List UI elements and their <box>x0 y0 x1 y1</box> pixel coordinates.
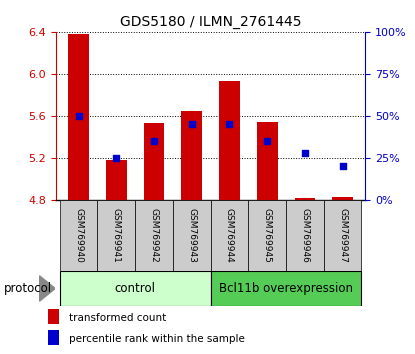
Text: transformed count: transformed count <box>68 313 166 323</box>
Text: protocol: protocol <box>4 282 52 295</box>
Text: GSM769944: GSM769944 <box>225 208 234 263</box>
Text: GSM769943: GSM769943 <box>187 208 196 263</box>
Point <box>302 150 308 156</box>
Bar <box>68 34 89 200</box>
Point <box>151 138 157 144</box>
Text: GSM769947: GSM769947 <box>338 208 347 263</box>
Point <box>76 113 82 119</box>
Text: GSM769940: GSM769940 <box>74 208 83 263</box>
Text: GSM769946: GSM769946 <box>300 208 309 263</box>
Bar <box>211 200 248 271</box>
Bar <box>181 111 202 200</box>
Text: GSM769942: GSM769942 <box>149 208 159 263</box>
Bar <box>173 200 211 271</box>
Title: GDS5180 / ILMN_2761445: GDS5180 / ILMN_2761445 <box>120 16 301 29</box>
Text: percentile rank within the sample: percentile rank within the sample <box>68 334 244 344</box>
Text: control: control <box>115 282 156 295</box>
Text: GSM769941: GSM769941 <box>112 208 121 263</box>
Bar <box>60 271 210 306</box>
Text: GSM769945: GSM769945 <box>263 208 272 263</box>
Bar <box>324 200 361 271</box>
Bar <box>248 200 286 271</box>
Bar <box>286 200 324 271</box>
Point <box>339 164 346 169</box>
Bar <box>106 160 127 200</box>
Bar <box>295 198 315 200</box>
Bar <box>98 200 135 271</box>
Bar <box>332 197 353 200</box>
Bar <box>48 309 59 324</box>
Text: Bcl11b overexpression: Bcl11b overexpression <box>219 282 353 295</box>
Point <box>188 121 195 127</box>
Bar <box>135 200 173 271</box>
Bar <box>257 122 278 200</box>
Point <box>113 155 120 161</box>
Point <box>264 138 271 144</box>
Bar <box>144 123 164 200</box>
Polygon shape <box>39 276 55 301</box>
Bar <box>48 330 59 345</box>
Bar <box>219 81 240 200</box>
Bar <box>211 271 361 306</box>
Point <box>226 121 233 127</box>
Bar <box>60 200 98 271</box>
